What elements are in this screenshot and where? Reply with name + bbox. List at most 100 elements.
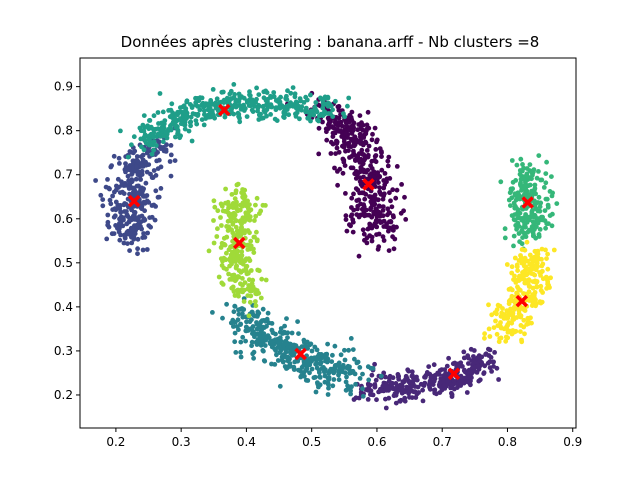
data-point [227, 263, 233, 269]
data-point [241, 307, 247, 312]
data-point [350, 219, 356, 225]
data-point [318, 95, 323, 101]
data-point [284, 97, 290, 102]
data-point [491, 325, 497, 330]
data-point [158, 164, 164, 170]
data-point [364, 148, 370, 153]
data-point [305, 378, 311, 383]
data-point [309, 366, 315, 372]
data-point [249, 100, 255, 105]
data-point [168, 107, 174, 113]
data-point [245, 286, 251, 292]
data-point [322, 379, 328, 385]
data-point [157, 91, 163, 96]
data-point [498, 325, 504, 331]
data-point [253, 299, 258, 304]
data-point [182, 110, 188, 116]
data-point [405, 367, 411, 373]
data-point [427, 386, 433, 392]
data-point [373, 159, 379, 165]
data-point [320, 119, 325, 125]
data-point [503, 338, 509, 344]
data-point [141, 199, 147, 205]
data-point [451, 386, 457, 392]
data-point [414, 391, 420, 397]
data-point [340, 170, 346, 176]
data-point [514, 162, 520, 168]
data-point [489, 369, 494, 374]
data-point [373, 147, 379, 152]
data-point [292, 91, 298, 97]
cluster-2-points [93, 125, 178, 257]
data-point [210, 87, 216, 92]
data-point [374, 397, 379, 403]
data-point [370, 366, 376, 371]
data-point [227, 91, 233, 97]
data-point [486, 326, 492, 332]
data-point [233, 224, 239, 230]
data-point [138, 177, 144, 182]
data-point [175, 128, 181, 134]
data-point [235, 274, 241, 279]
data-point [330, 134, 336, 140]
data-point [135, 223, 141, 229]
data-point [130, 213, 136, 219]
data-point [504, 262, 510, 267]
data-point [304, 97, 310, 103]
data-point [547, 213, 553, 219]
data-point [491, 359, 496, 365]
data-point [336, 377, 342, 383]
data-point [378, 373, 384, 379]
data-point [263, 277, 269, 283]
data-point [346, 385, 351, 391]
data-point [554, 201, 560, 207]
data-point [206, 101, 212, 107]
data-point [140, 247, 146, 253]
data-point [386, 378, 392, 384]
plot-frame [79, 57, 577, 429]
data-point [109, 231, 115, 237]
data-point [523, 188, 529, 193]
data-point [133, 176, 139, 182]
data-point [173, 122, 178, 128]
data-point [141, 147, 147, 153]
data-point [232, 304, 238, 309]
data-point [543, 171, 549, 177]
data-point [530, 279, 536, 284]
data-point [374, 137, 380, 143]
data-point [232, 320, 238, 325]
data-point [263, 318, 268, 324]
data-point [475, 363, 481, 369]
data-point [139, 226, 145, 232]
data-point [343, 379, 349, 385]
data-point [515, 284, 520, 290]
data-point [255, 108, 260, 114]
data-point [127, 217, 133, 222]
data-point [247, 202, 252, 208]
data-point [529, 227, 534, 233]
data-point [135, 246, 141, 252]
data-point [304, 358, 310, 364]
data-point [242, 258, 248, 264]
data-point [325, 375, 331, 381]
data-point [220, 242, 225, 248]
data-point [465, 379, 471, 385]
data-point [549, 193, 555, 199]
y-tick-label: 0.3 [54, 344, 73, 358]
data-point [543, 180, 549, 186]
data-point [233, 350, 239, 355]
data-point [409, 369, 415, 375]
data-point [365, 381, 371, 387]
data-point [259, 327, 264, 333]
data-point [373, 153, 379, 158]
data-point [127, 163, 133, 168]
data-point [374, 224, 380, 230]
data-point [377, 204, 383, 209]
data-point [222, 114, 228, 120]
data-point [258, 208, 264, 214]
data-point [134, 157, 140, 163]
data-point [426, 364, 432, 369]
data-point [380, 204, 386, 210]
data-point [442, 367, 448, 372]
